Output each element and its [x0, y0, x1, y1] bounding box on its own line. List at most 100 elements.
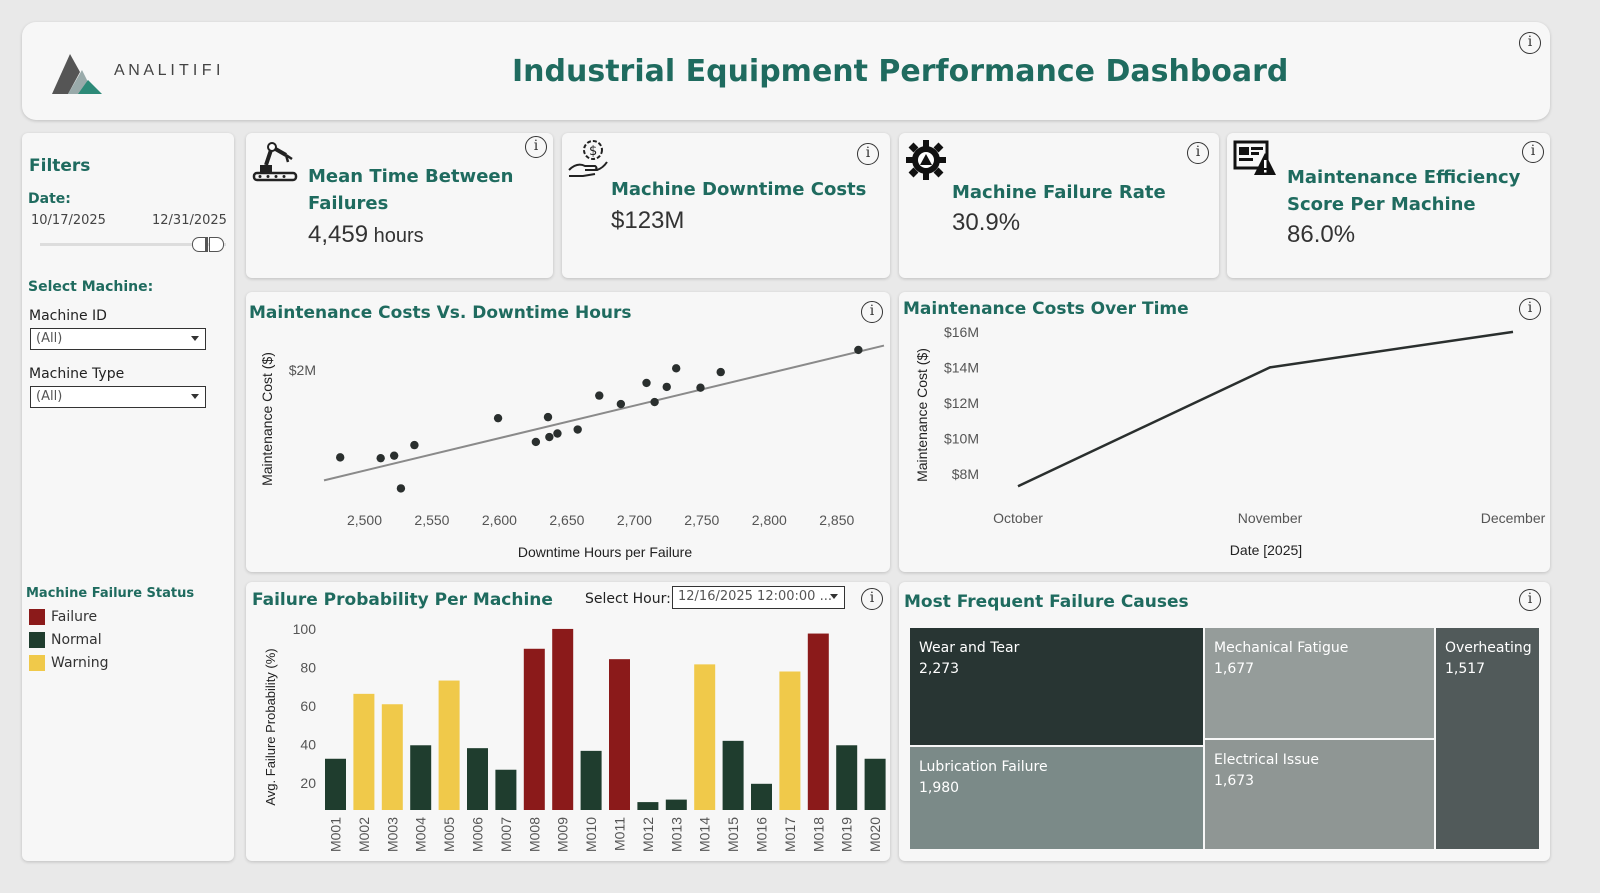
x-tick-label: M004 [413, 817, 429, 852]
x-tick-label: M011 [612, 817, 628, 851]
y-tick-label: 40 [300, 737, 316, 753]
scatter-point [573, 425, 582, 434]
scatter-point [662, 382, 671, 392]
kpi-failure-rate-value: 30.9% [952, 209, 1021, 236]
treemap-card: Most Frequent Failure Causes i Wear and … [899, 582, 1550, 861]
treemap-info-icon[interactable]: i [1519, 589, 1541, 611]
treemap-cell-overheating[interactable]: Overheating 1,517 [1435, 627, 1540, 850]
kpi-card-downtime-costs: $ Machine Downtime Costs $123M i [562, 133, 890, 278]
x-axis-title: Date [2025] [1230, 542, 1302, 558]
bar [722, 740, 744, 810]
kpi-downtime-info-icon[interactable]: i [857, 143, 879, 165]
kpi-card-failure-rate: Machine Failure Rate 30.9% i [899, 133, 1219, 278]
header-info-icon[interactable]: i [1519, 32, 1541, 54]
x-tick-label: M012 [640, 817, 656, 852]
x-tick-label: M015 [725, 817, 741, 852]
filters-heading: Filters [29, 156, 91, 176]
x-tick-label: December [1481, 510, 1546, 526]
treemap-value: 1,677 [1214, 661, 1255, 677]
legend-label-normal: Normal [51, 632, 102, 648]
failure-status-heading: Machine Failure Status [26, 586, 195, 601]
bar-info-icon[interactable]: i [861, 588, 883, 610]
x-tick-label: 2,500 [347, 512, 382, 528]
machine-id-label: Machine ID [29, 308, 107, 324]
line-title: Maintenance Costs Over Time [903, 299, 1189, 319]
treemap-cell-wear-and-tear[interactable]: Wear and Tear 2,273 [909, 627, 1204, 746]
legend-item-warning[interactable]: Warning [29, 655, 109, 671]
kpi-efficiency-info-icon[interactable]: i [1522, 141, 1544, 163]
x-tick-label: M013 [668, 817, 684, 852]
kpi-downtime-title: Machine Downtime Costs [611, 179, 867, 200]
y-axis-title: Maintenance Cost ($) [259, 352, 275, 486]
y-tick-label: 100 [293, 621, 317, 637]
select-hour-label: Select Hour: [585, 591, 671, 607]
x-axis-title: Downtime Hours per Failure [518, 544, 692, 560]
scatter-point [493, 413, 503, 423]
x-tick-label: 2,550 [414, 512, 449, 528]
y-tick-label: 60 [300, 698, 316, 714]
kpi-card-mtbf: Mean Time Between Failures 4,459 hours i [246, 133, 553, 278]
line-info-icon[interactable]: i [1519, 298, 1541, 320]
x-tick-label: M018 [810, 817, 826, 852]
treemap-cell-mechanical-fatigue[interactable]: Mechanical Fatigue 1,677 [1204, 627, 1435, 739]
x-tick-label: 2,800 [752, 512, 787, 528]
scatter-point [376, 453, 385, 463]
x-tick-label: M006 [470, 817, 486, 852]
kpi-efficiency-title-line1: Maintenance Efficiency [1287, 167, 1521, 188]
scatter-info-icon[interactable]: i [861, 301, 883, 323]
bar [410, 745, 432, 810]
machine-type-label: Machine Type [29, 366, 125, 382]
legend-item-failure[interactable]: Failure [29, 609, 97, 625]
x-tick-label: 2,750 [684, 512, 719, 528]
bar-chart: 20 40 60 80 100 Avg. Failure Probability (%) M… [263, 621, 886, 852]
treemap-title: Most Frequent Failure Causes [904, 592, 1189, 612]
scatter-point [396, 484, 406, 493]
bar [438, 680, 460, 810]
filters-panel: Filters Date: 10/17/2025 12/31/2025 Sele… [22, 133, 234, 861]
analitifi-logo-icon [52, 54, 102, 94]
bar [807, 633, 829, 810]
line-card: Maintenance Costs Over Time i $8M $10M $12… [899, 292, 1550, 572]
scatter-point [335, 453, 345, 462]
treemap-label: Overheating [1445, 640, 1532, 656]
treemap-value: 1,517 [1445, 661, 1486, 677]
y-tick-label: 20 [300, 775, 316, 791]
monitor-warning-icon [1233, 140, 1276, 175]
bar [523, 648, 545, 810]
bar [665, 799, 687, 810]
x-tick-label: M020 [867, 817, 883, 852]
date-slider-handle[interactable] [192, 237, 226, 252]
machine-type-select[interactable]: (All) [30, 386, 206, 408]
bar [779, 671, 801, 810]
scatter-point [642, 378, 651, 388]
kpi-efficiency-title: Maintenance Efficiency Score Per Machine [1287, 164, 1520, 218]
kpi-mtbf-info-icon[interactable]: i [525, 136, 547, 158]
y-tick-label: $8M [952, 466, 979, 482]
bar [495, 769, 517, 810]
kpi-failure-rate-info-icon[interactable]: i [1187, 142, 1209, 164]
x-tick-label: M007 [498, 817, 514, 852]
date-slider-track[interactable] [40, 243, 226, 246]
machine-type-value: (All) [36, 389, 63, 404]
bar [467, 748, 488, 810]
machine-id-select[interactable]: (All) [30, 328, 206, 350]
bar [751, 783, 772, 810]
x-tick-label: 2,650 [549, 512, 584, 528]
treemap-cell-electrical-issue[interactable]: Electrical Issue 1,673 [1204, 739, 1435, 850]
treemap-cell-lubrication-failure[interactable]: Lubrication Failure 1,980 [909, 746, 1204, 850]
trend-line [323, 344, 885, 482]
kpi-mtbf-title-line2: Failures [308, 193, 389, 214]
scatter-point [854, 345, 863, 355]
treemap-label: Mechanical Fatigue [1214, 640, 1349, 656]
legend-swatch-failure [29, 609, 45, 625]
treemap-label: Wear and Tear [919, 640, 1020, 656]
legend-item-normal[interactable]: Normal [29, 632, 102, 648]
bar-title: Failure Probability Per Machine [252, 590, 553, 610]
bar [552, 628, 574, 810]
x-tick-label: M019 [839, 817, 855, 852]
scatter-point [545, 432, 554, 442]
select-hour-dropdown[interactable]: 12/16/2025 12:00:00 ... [672, 586, 845, 609]
x-tick-label: 2,850 [819, 512, 854, 528]
scatter-point [389, 451, 399, 460]
x-tick-label: M005 [441, 817, 457, 852]
